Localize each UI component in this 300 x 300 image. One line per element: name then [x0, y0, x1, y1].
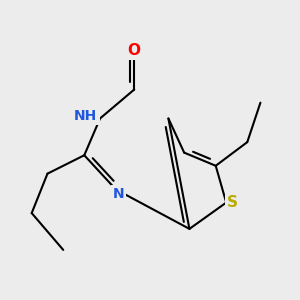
Text: S: S	[227, 195, 238, 210]
Text: N: N	[112, 187, 124, 201]
Text: O: O	[128, 43, 141, 58]
Text: NH: NH	[74, 109, 98, 123]
